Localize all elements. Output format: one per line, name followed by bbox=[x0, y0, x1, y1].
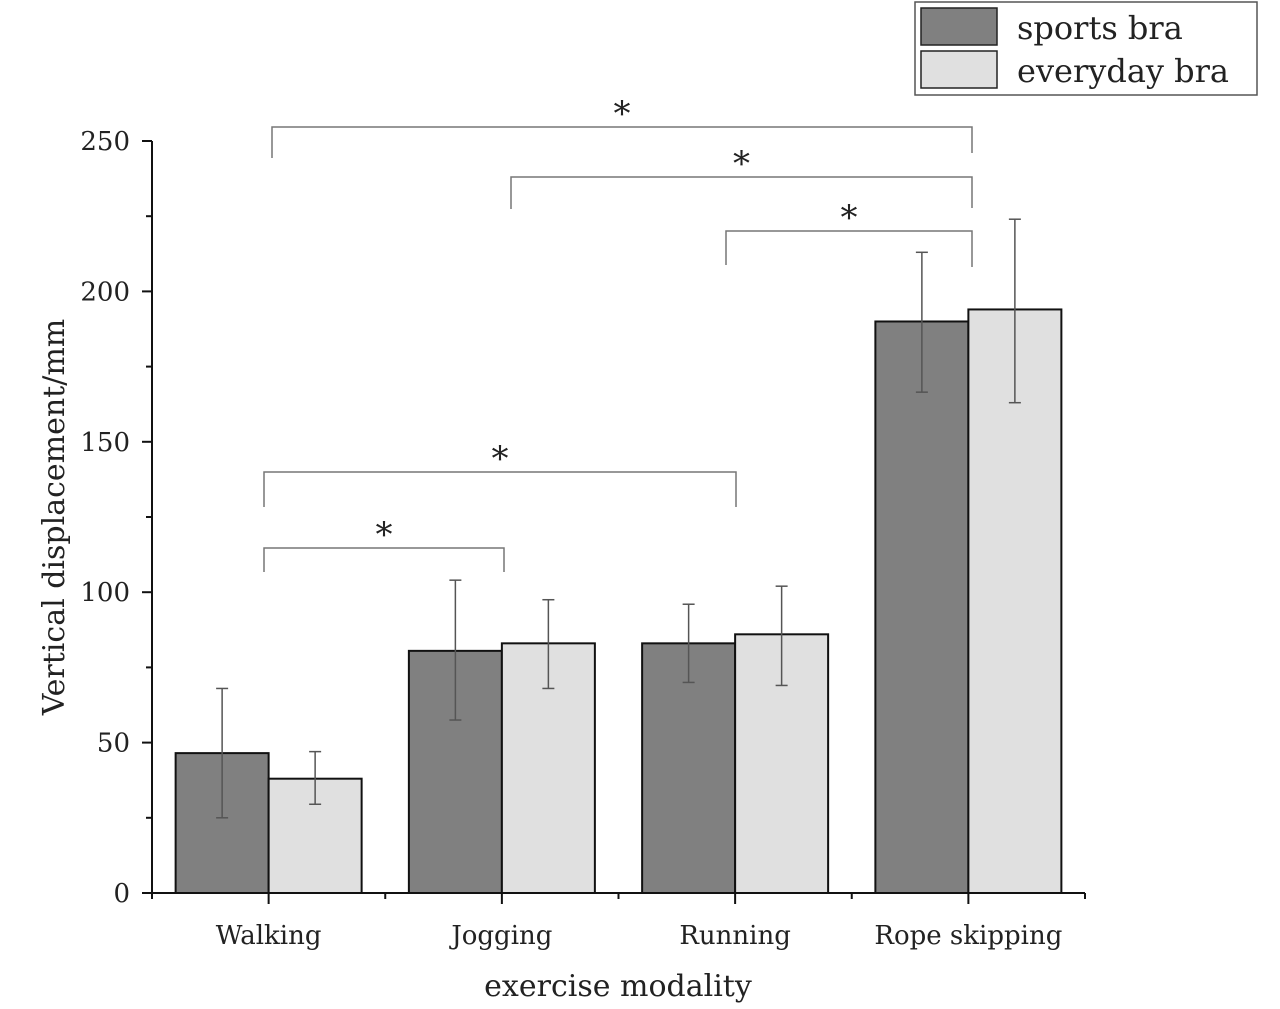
y-tick-label: 100 bbox=[80, 578, 130, 608]
x-axis-label: exercise modality bbox=[484, 969, 752, 1004]
y-tick-label: 50 bbox=[97, 729, 130, 759]
y-axis-label: Vertical displacement/mm bbox=[37, 319, 72, 717]
significance-bracket bbox=[510, 176, 973, 209]
significance-star: * bbox=[614, 94, 631, 134]
x-tick-label: Walking bbox=[216, 921, 322, 951]
significance-bracket bbox=[725, 230, 973, 267]
legend-swatch-sports-bra bbox=[920, 7, 998, 46]
y-tick-label: 200 bbox=[80, 277, 130, 307]
significance-bracket bbox=[271, 126, 973, 158]
significance-bracket bbox=[263, 547, 505, 572]
x-tick-label: Jogging bbox=[448, 921, 552, 951]
significance-star: * bbox=[376, 515, 393, 555]
y-tick-label: 250 bbox=[80, 127, 130, 157]
error-bar bbox=[449, 579, 462, 721]
significance-bracket bbox=[263, 471, 737, 507]
error-bar bbox=[915, 251, 928, 393]
bar-sports-bra-3 bbox=[874, 320, 970, 895]
legend-swatch-everyday-bra bbox=[920, 50, 998, 89]
error-bar bbox=[682, 603, 695, 684]
significance-star: * bbox=[492, 439, 509, 479]
bar-everyday-bra-0 bbox=[267, 777, 363, 894]
y-tick-label: 150 bbox=[80, 428, 130, 458]
significance-star: * bbox=[733, 144, 750, 184]
x-tick-label: Running bbox=[679, 921, 791, 951]
error-bar bbox=[216, 687, 229, 819]
x-tick-label: Rope skipping bbox=[874, 921, 1062, 951]
legend-label-everyday-bra: everyday bra bbox=[1017, 52, 1229, 90]
significance-star: * bbox=[841, 198, 858, 238]
error-bar bbox=[775, 585, 788, 687]
error-bar bbox=[542, 598, 555, 690]
error-bar bbox=[1008, 218, 1021, 404]
legend-label-sports-bra: sports bra bbox=[1017, 9, 1183, 47]
error-bar bbox=[309, 750, 322, 806]
y-tick-label: 0 bbox=[113, 879, 130, 909]
legend: sports bra everyday bra bbox=[914, 1, 1258, 96]
